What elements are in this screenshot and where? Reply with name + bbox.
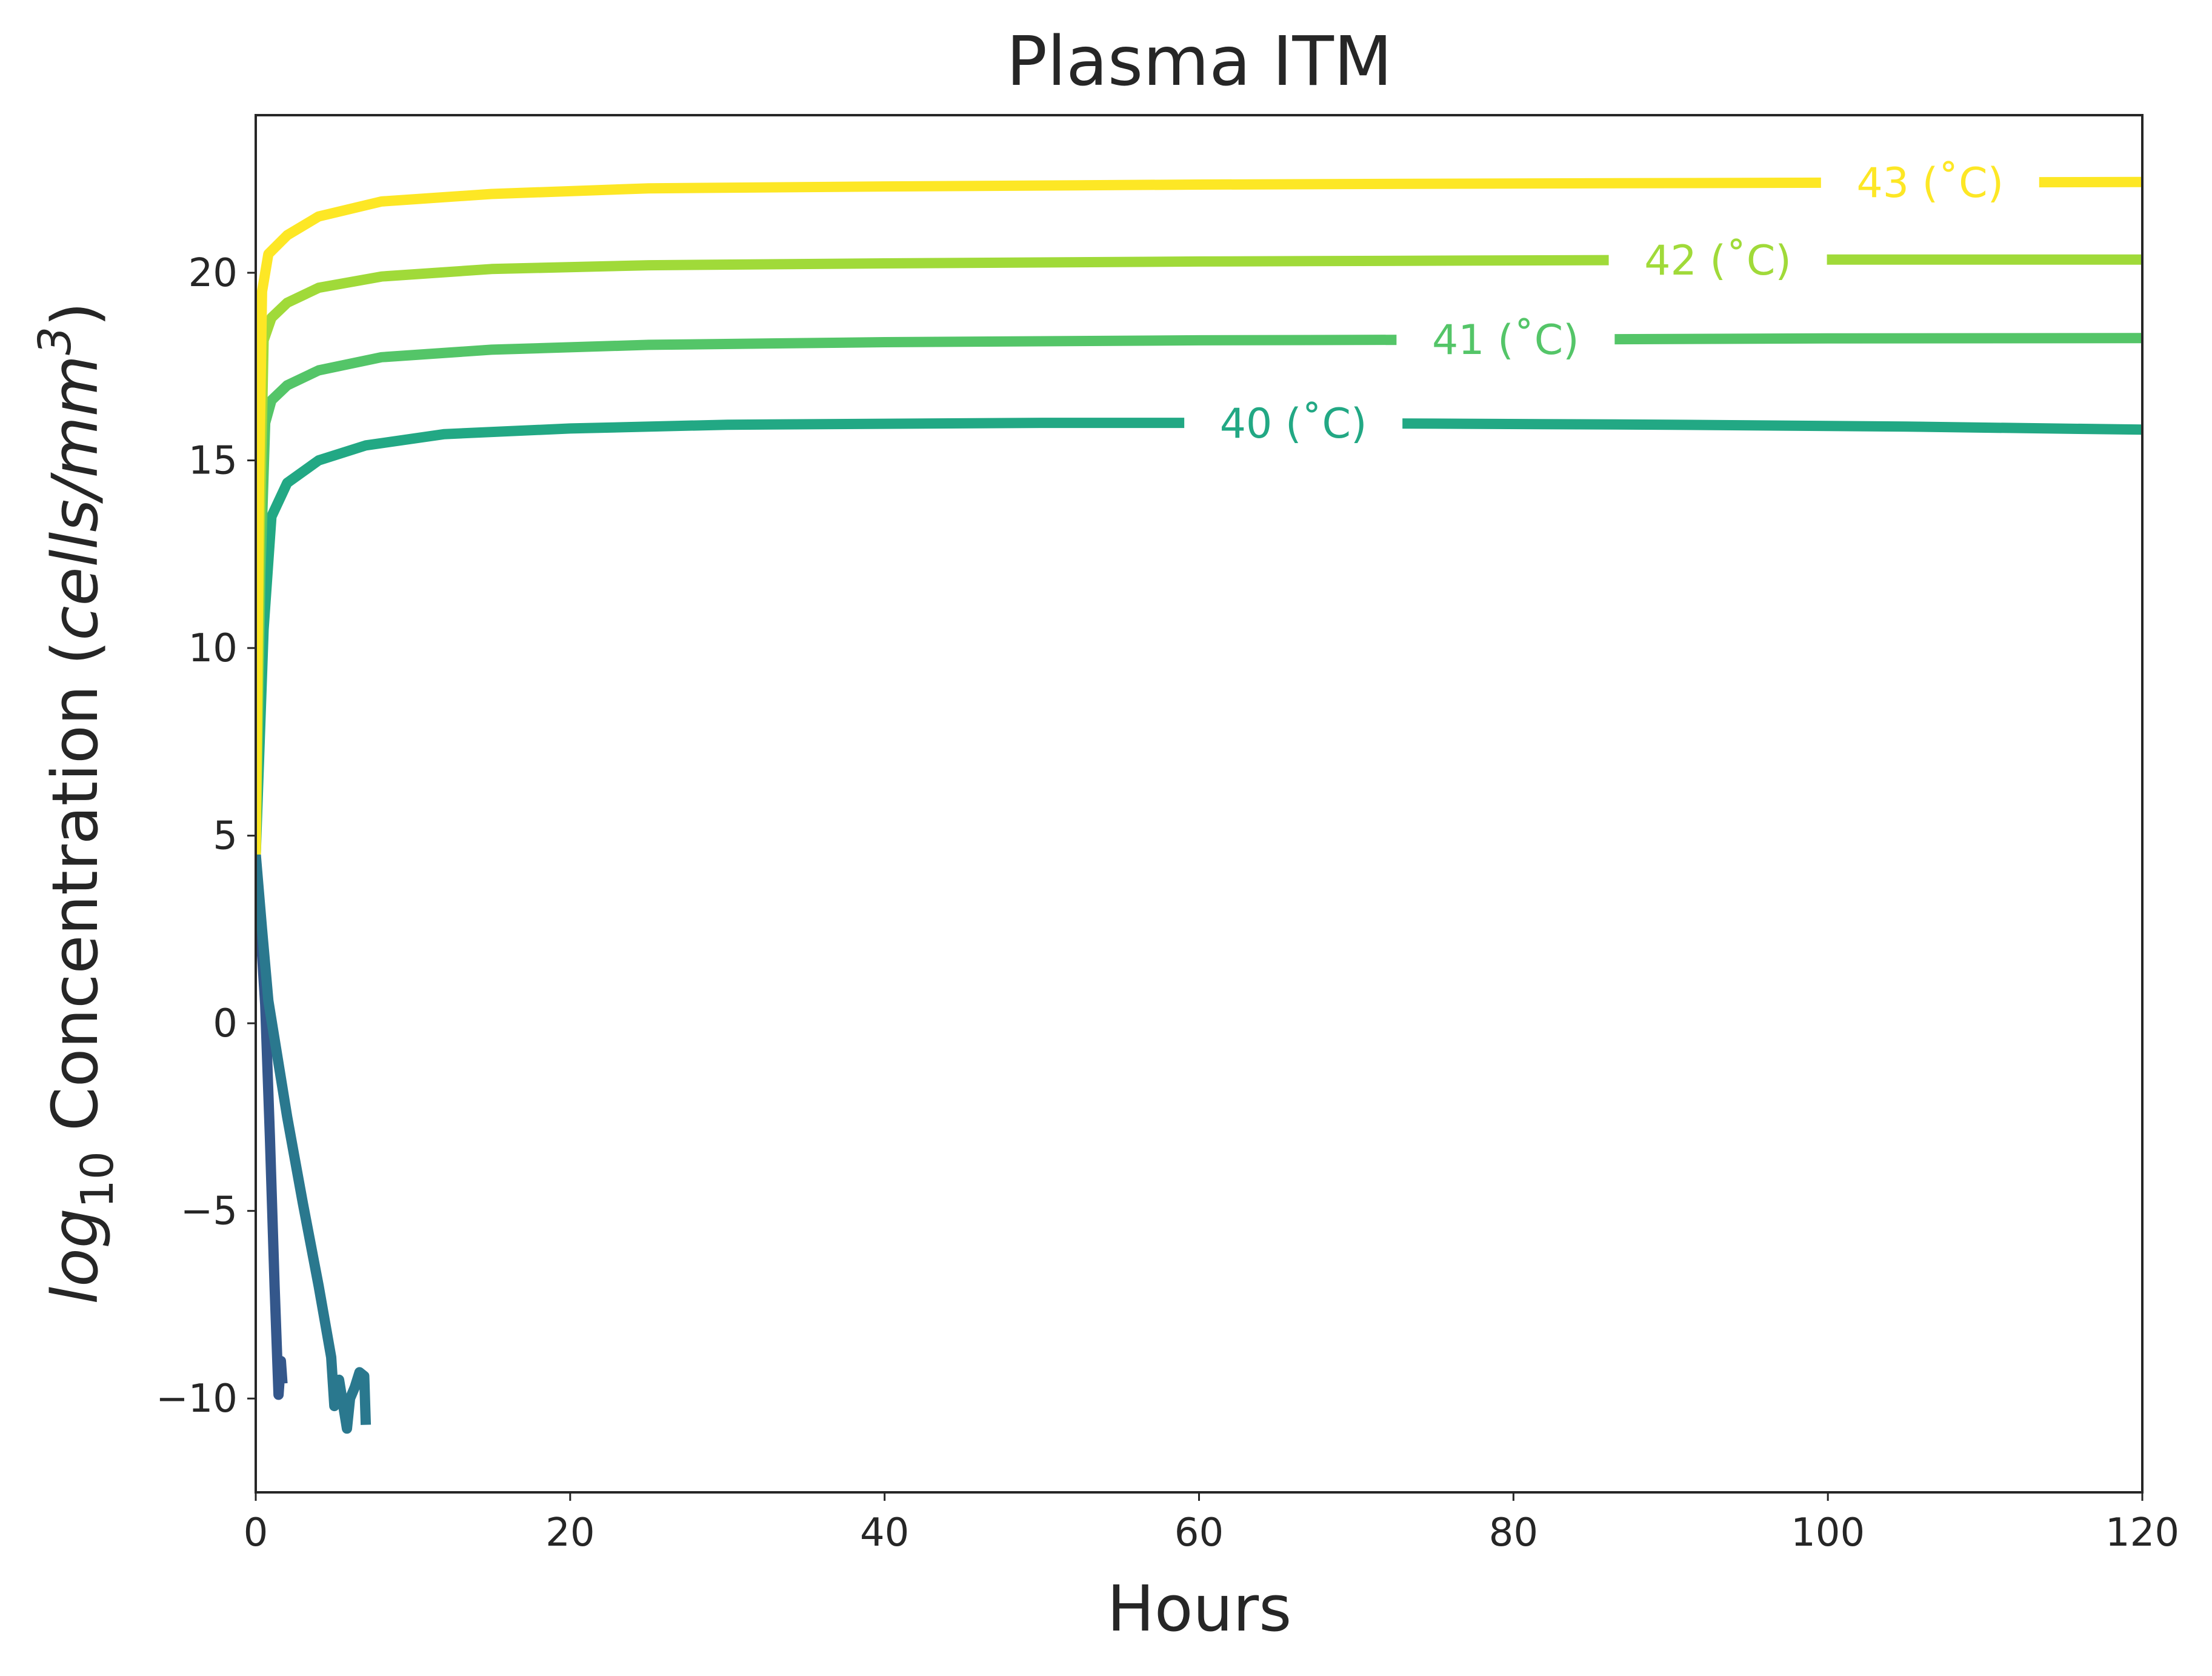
y-axis-ticks: −10 −5 0 5 10 15 20 [156, 251, 256, 1421]
y-axis-title-log: log [38, 1208, 112, 1304]
x-tick-label: 60 [1174, 1511, 1224, 1555]
x-axis-title: Hours [1107, 1572, 1292, 1646]
series-label-43: 43 (˚C) [1856, 159, 2004, 207]
series-label-background [1608, 232, 1827, 287]
x-tick-label: 80 [1489, 1511, 1538, 1555]
x-tick-label: 100 [1791, 1511, 1865, 1555]
y-tick-label: −10 [156, 1377, 238, 1421]
y-axis-title-subscript: 10 [72, 1151, 124, 1208]
y-tick-label: 10 [188, 626, 238, 671]
y-axis-title-end: ) [38, 302, 112, 327]
series-line-unlabeled-2 [256, 853, 371, 1434]
y-axis-title: log10 Concentration (cells/mm3) [29, 302, 124, 1304]
series-label-41: 41 (˚C) [1432, 316, 1579, 364]
y-tick-label: 0 [213, 1001, 238, 1046]
series-label-40: 40 (˚C) [1220, 400, 1367, 448]
series-label-42: 42 (˚C) [1644, 237, 1791, 285]
y-tick-label: 5 [213, 814, 238, 859]
chart-title: Plasma ITM [1006, 22, 1392, 101]
x-tick-label: 40 [860, 1511, 909, 1555]
y-tick-label: −5 [181, 1189, 238, 1234]
series-label-background [1396, 312, 1615, 367]
y-axis-title-unit: cells/mm [38, 355, 112, 641]
series-label-background [1821, 155, 2039, 210]
series-label-layer: 40 (˚C) 41 (˚C) 42 (˚C) 43 (˚C) [1184, 155, 2039, 451]
series-line-43 [256, 176, 2142, 855]
y-tick-label: 20 [188, 251, 238, 296]
x-tick-label: 120 [2105, 1511, 2179, 1555]
y-axis-title-text: Concentration ( [38, 641, 112, 1151]
y-tick-label: 15 [188, 439, 238, 484]
x-tick-label: 20 [545, 1511, 595, 1555]
series-line-40 [256, 418, 2142, 855]
x-axis-ticks: 0 20 40 60 80 100 120 [244, 1492, 2179, 1555]
x-tick-label: 0 [244, 1511, 268, 1555]
series-label-background [1184, 396, 1403, 451]
y-axis-title-superscript: 3 [29, 327, 81, 355]
